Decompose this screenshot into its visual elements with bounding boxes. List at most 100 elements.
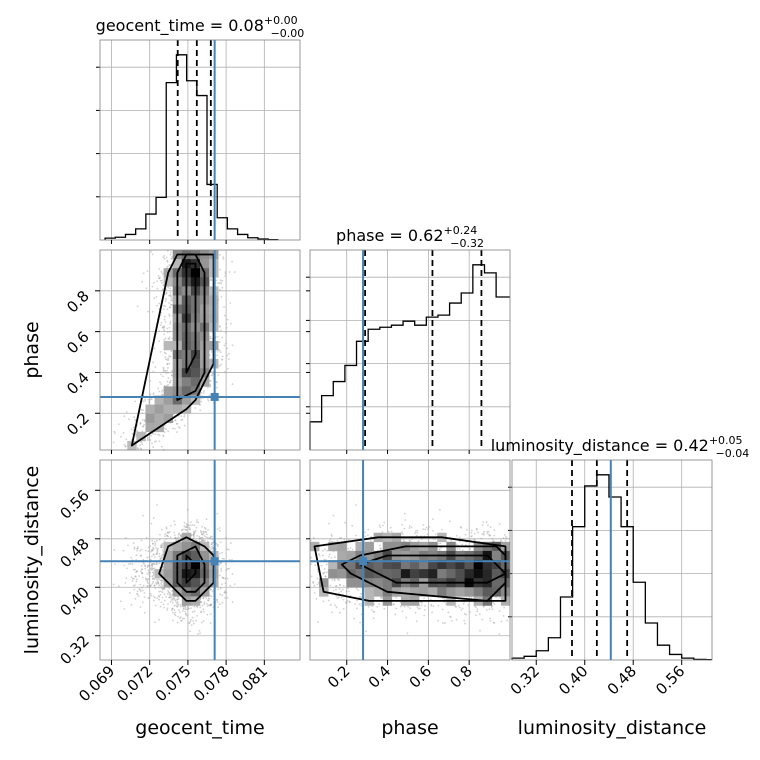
contour-level-2 bbox=[185, 262, 197, 374]
density-cell bbox=[382, 541, 393, 552]
density-cell bbox=[391, 569, 402, 579]
density-cell bbox=[154, 404, 164, 414]
density-cell bbox=[364, 560, 374, 570]
density-cell bbox=[154, 413, 164, 424]
density-cell bbox=[391, 560, 402, 570]
histogram-geocent_time bbox=[104, 54, 279, 241]
density-cell bbox=[154, 395, 164, 405]
density-cell bbox=[455, 587, 465, 597]
density-cell bbox=[419, 569, 429, 579]
density-cell bbox=[400, 560, 411, 570]
density-cell bbox=[437, 560, 447, 570]
density-cell bbox=[464, 587, 474, 597]
density-cell bbox=[145, 422, 155, 433]
density-cell bbox=[373, 587, 384, 597]
panel-title-phase: phase = 0.62+0.24 −0.32 bbox=[336, 224, 484, 250]
density-cell bbox=[181, 541, 192, 552]
density-cell bbox=[355, 541, 365, 552]
density-cell bbox=[163, 569, 174, 579]
contour-level-0 bbox=[130, 253, 215, 447]
density-cell bbox=[190, 377, 201, 387]
density-cell bbox=[172, 541, 183, 552]
density-cell bbox=[373, 560, 384, 570]
density-cell bbox=[446, 560, 456, 570]
density-cell bbox=[482, 587, 493, 597]
density-cell bbox=[337, 541, 347, 552]
truth-marker bbox=[210, 557, 219, 566]
density-cell bbox=[464, 569, 474, 579]
density-cell bbox=[163, 560, 174, 570]
density-cell bbox=[382, 578, 393, 588]
density-cell bbox=[373, 550, 384, 561]
y-axis-label: luminosity_distance bbox=[21, 466, 43, 655]
density-cell bbox=[364, 587, 374, 597]
density-cell bbox=[328, 560, 338, 570]
panel-frame bbox=[99, 249, 301, 451]
density-cell bbox=[181, 386, 192, 396]
density-cell bbox=[190, 359, 201, 369]
density-cell bbox=[428, 560, 438, 570]
density-cell bbox=[172, 404, 183, 414]
density-cell bbox=[163, 404, 174, 414]
x-axis-label: phase bbox=[381, 717, 438, 739]
density-cell bbox=[355, 578, 365, 588]
panel-frame bbox=[309, 249, 511, 451]
density-cell bbox=[346, 560, 356, 570]
density-cell bbox=[181, 395, 192, 405]
density-cell bbox=[373, 578, 384, 588]
density-cell bbox=[437, 569, 447, 579]
density-cell bbox=[410, 587, 420, 597]
density-cell bbox=[446, 569, 456, 579]
density-cell bbox=[163, 340, 174, 351]
density-cell bbox=[145, 413, 155, 424]
panel-title-luminosity_distance: luminosity_distance = 0.42+0.05 −0.04 bbox=[491, 434, 750, 460]
density-cell bbox=[337, 569, 347, 579]
density-cell bbox=[446, 587, 456, 597]
density-cell bbox=[410, 560, 420, 570]
histogram-luminosity_distance bbox=[511, 474, 712, 661]
density-cell bbox=[437, 587, 447, 597]
density-cell bbox=[163, 277, 174, 287]
density-cell bbox=[473, 560, 484, 570]
density-cell bbox=[145, 404, 155, 414]
density-cell bbox=[455, 560, 465, 570]
density-cell bbox=[491, 578, 502, 588]
x-axis-label: luminosity_distance bbox=[518, 717, 707, 739]
density-cell bbox=[473, 587, 484, 597]
density-cell bbox=[400, 569, 411, 579]
density-cell bbox=[181, 377, 192, 387]
panel-frame bbox=[99, 39, 301, 241]
contour-level-1 bbox=[176, 253, 206, 401]
density-cell bbox=[190, 550, 201, 561]
histogram-phase bbox=[309, 264, 510, 450]
contour-level-1 bbox=[176, 545, 206, 593]
contour-level-0 bbox=[158, 536, 215, 602]
density-cell bbox=[364, 569, 374, 579]
density-cell bbox=[491, 550, 502, 561]
density-cell bbox=[482, 569, 493, 579]
density-cell bbox=[163, 395, 174, 405]
density-cell bbox=[391, 541, 402, 552]
density-cell bbox=[172, 259, 183, 269]
density-cell bbox=[200, 550, 210, 561]
panel-frame bbox=[511, 459, 713, 661]
density-cell bbox=[428, 569, 438, 579]
density-cell bbox=[464, 560, 474, 570]
density-cell bbox=[419, 587, 429, 597]
density-cell bbox=[319, 578, 329, 588]
density-cell bbox=[190, 368, 201, 378]
density-cell bbox=[382, 569, 393, 579]
truth-marker bbox=[359, 557, 368, 566]
density-cell bbox=[346, 550, 356, 561]
density-cell bbox=[355, 569, 365, 579]
density-cell bbox=[328, 541, 338, 552]
density-cell bbox=[346, 578, 356, 588]
density-cell bbox=[328, 569, 338, 579]
density-cell bbox=[163, 386, 174, 396]
density-cell bbox=[428, 587, 438, 597]
density-cell bbox=[473, 569, 484, 579]
panel-title-geocent_time: geocent_time = 0.08+0.00 −0.00 bbox=[96, 14, 305, 40]
density-cell bbox=[455, 569, 465, 579]
density-cell bbox=[364, 541, 374, 552]
